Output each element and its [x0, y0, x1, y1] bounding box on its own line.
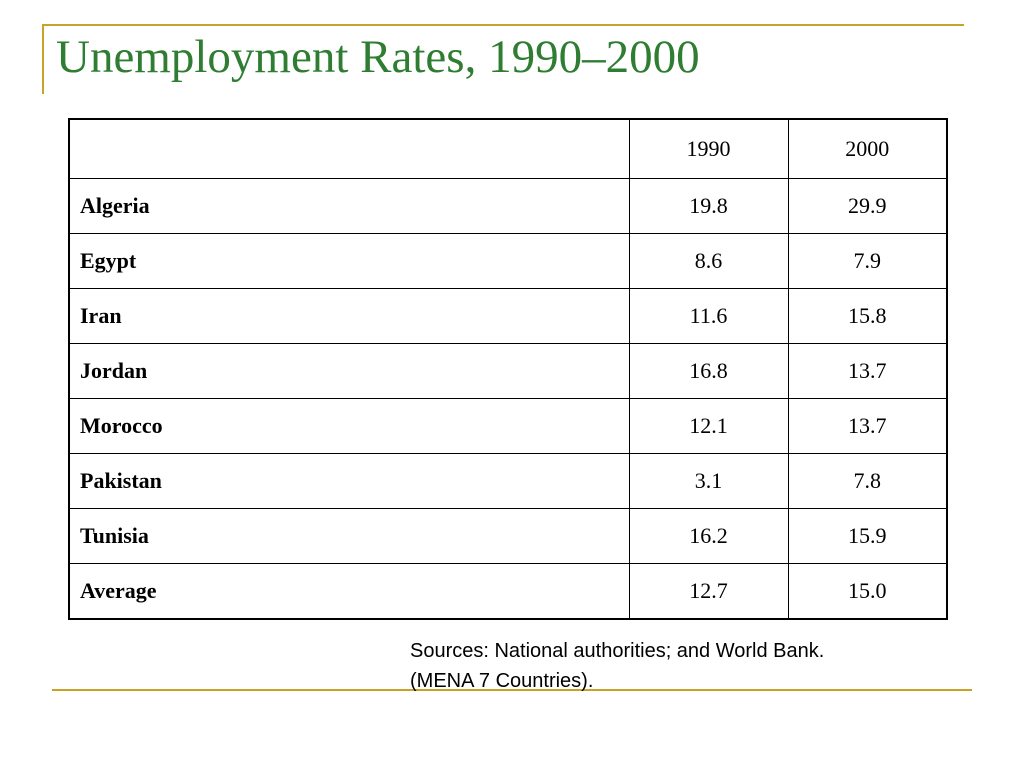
table-row: Jordan 16.8 13.7	[68, 343, 948, 399]
country-cell: Jordan	[68, 343, 630, 399]
value-1990-cell: 3.1	[628, 453, 789, 509]
value-2000-cell: 13.7	[787, 398, 948, 454]
value-1990-cell: 16.8	[628, 343, 789, 399]
table-header-row: 1990 2000	[68, 118, 948, 179]
header-2000: 2000	[787, 118, 948, 179]
table-row: Tunisia 16.2 15.9	[68, 508, 948, 564]
source-line: Sources: National authorities; and World…	[410, 640, 825, 662]
top-accent-line	[42, 24, 964, 26]
value-2000-cell: 15.9	[787, 508, 948, 564]
value-2000-cell: 15.0	[787, 563, 948, 620]
country-cell: Morocco	[68, 398, 630, 454]
country-cell: Average	[68, 563, 630, 620]
table-row: Pakistan 3.1 7.8	[68, 453, 948, 509]
country-cell: Iran	[68, 288, 630, 344]
value-2000-cell: 15.8	[787, 288, 948, 344]
country-cell: Pakistan	[68, 453, 630, 509]
country-cell: Algeria	[68, 178, 630, 234]
value-1990-cell: 8.6	[628, 233, 789, 289]
value-1990-cell: 12.7	[628, 563, 789, 620]
bottom-accent-line	[52, 689, 972, 691]
table-row: Algeria 19.8 29.9	[68, 178, 948, 234]
header-country	[68, 118, 630, 179]
value-2000-cell: 7.9	[787, 233, 948, 289]
table-row: Iran 11.6 15.8	[68, 288, 948, 344]
value-2000-cell: 29.9	[787, 178, 948, 234]
table-row: Egypt 8.6 7.9	[68, 233, 948, 289]
value-2000-cell: 7.8	[787, 453, 948, 509]
unemployment-table: 1990 2000 Algeria 19.8 29.9 Egypt 8.6 7.…	[68, 118, 948, 620]
value-1990-cell: 12.1	[628, 398, 789, 454]
source-note: Sources: National authorities; and World…	[410, 636, 970, 696]
country-cell: Tunisia	[68, 508, 630, 564]
table-row: Morocco 12.1 13.7	[68, 398, 948, 454]
value-1990-cell: 19.8	[628, 178, 789, 234]
value-2000-cell: 13.7	[787, 343, 948, 399]
source-subnote: (MENA 7 Countries).	[410, 670, 594, 692]
value-1990-cell: 11.6	[628, 288, 789, 344]
slide-title: Unemployment Rates, 1990–2000	[56, 31, 700, 83]
header-1990: 1990	[628, 118, 789, 179]
left-accent-line	[42, 24, 44, 94]
table-row-average: Average 12.7 15.0	[68, 563, 948, 620]
country-cell: Egypt	[68, 233, 630, 289]
value-1990-cell: 16.2	[628, 508, 789, 564]
